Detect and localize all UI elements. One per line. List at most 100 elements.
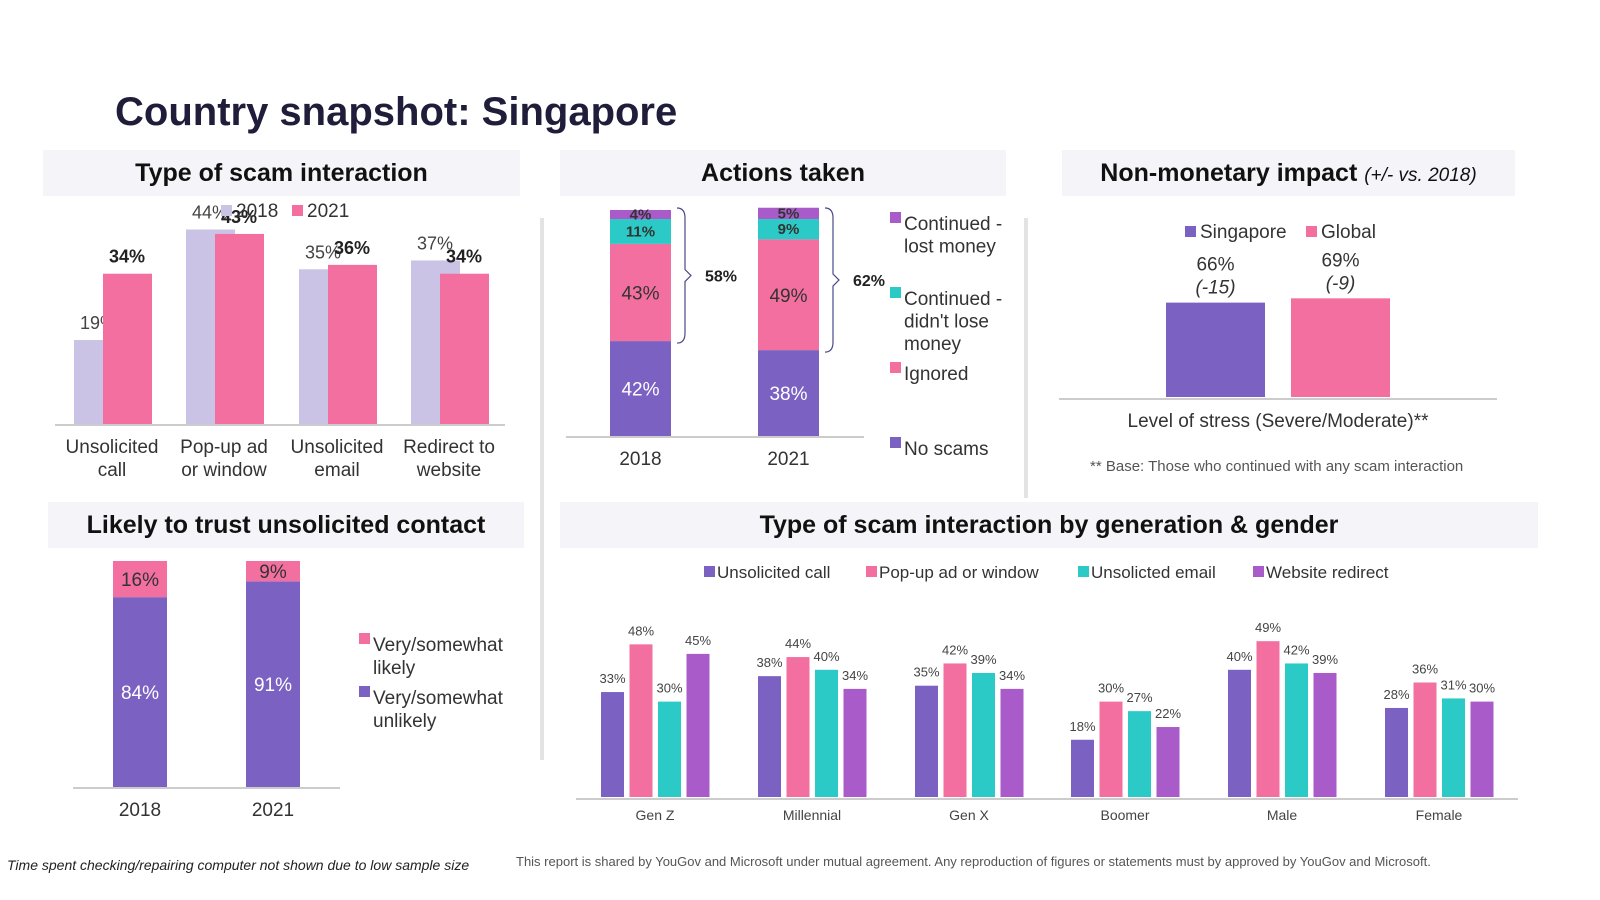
actions-segment-label: 42% xyxy=(621,380,659,401)
generation-category-label: Gen X xyxy=(949,807,989,823)
generation-bar-1 xyxy=(943,663,967,797)
generation-bar-label: 30% xyxy=(1469,681,1495,696)
scam-type-category-label: Unsolicited xyxy=(66,437,159,458)
actions-bracket-label: 58% xyxy=(705,269,737,286)
actions-bracket xyxy=(824,207,840,353)
impact-category-label: Level of stress (Severe/Moderate)** xyxy=(1128,411,1430,432)
generation-bar-label: 40% xyxy=(1226,649,1252,664)
scam-type-bar-2021 xyxy=(440,273,489,424)
divider-left xyxy=(540,218,544,760)
trust-segment-label: 84% xyxy=(121,683,159,704)
impact-subtitle: (+/- vs. 2018) xyxy=(1364,165,1477,186)
generation-bar-label: 49% xyxy=(1255,620,1281,635)
trust-legend-label: unlikely xyxy=(373,711,437,732)
actions-segment-label: 43% xyxy=(621,283,659,304)
trust-legend-label: Very/somewhat xyxy=(373,635,504,656)
generation-bar-2 xyxy=(658,701,681,797)
actions-segment-3 xyxy=(758,207,819,220)
scam-type-bar-label: 44% xyxy=(192,203,228,223)
scam-type-bar-label: 37% xyxy=(417,233,453,253)
actions-legend-label: money xyxy=(904,334,962,355)
scam-type-bar-2021 xyxy=(328,264,377,424)
generation-bar-2 xyxy=(972,672,995,797)
generation-bar-label: 48% xyxy=(628,623,654,638)
scam-type-category-label: call xyxy=(98,460,127,481)
generation-bar-3 xyxy=(686,653,710,797)
trust-segment-1 xyxy=(246,561,300,582)
actions-legend-swatch xyxy=(890,287,901,298)
footnote-copyright: This report is shared by YouGov and Micr… xyxy=(516,854,1431,869)
generation-bar-1 xyxy=(1256,641,1280,797)
actions-segment-2 xyxy=(610,219,671,244)
generation-legend-label: Website redirect xyxy=(1266,563,1389,582)
actions-category-label: 2018 xyxy=(619,449,661,470)
footnote-sample-size: Time spent checking/repairing computer n… xyxy=(7,857,470,873)
generation-bar-label: 42% xyxy=(1283,642,1309,657)
generation-bar-3 xyxy=(1000,688,1024,797)
generation-bar-2 xyxy=(1128,711,1151,797)
trust-segment-label: 9% xyxy=(259,562,287,583)
generation-legend-swatch xyxy=(1253,566,1264,577)
scam-type-category-label: or window xyxy=(181,460,267,481)
actions-segment-1 xyxy=(610,243,671,342)
trust-segment-label: 91% xyxy=(254,675,292,696)
page-title: Country snapshot: Singapore xyxy=(115,90,678,134)
actions-legend-label: Ignored xyxy=(904,364,968,385)
impact-bar-value: 69% xyxy=(1321,250,1359,271)
impact-legend-label: Global xyxy=(1321,222,1376,243)
divider-right xyxy=(1024,218,1028,498)
generation-legend-label: Pop-up ad or window xyxy=(879,563,1039,582)
generation-legend-swatch xyxy=(704,566,715,577)
generation-category-label: Female xyxy=(1416,807,1463,823)
generation-bar-label: 38% xyxy=(756,655,782,670)
generation-bar-0 xyxy=(601,692,624,797)
generation-bar-label: 42% xyxy=(942,642,968,657)
actions-segment-label: 11% xyxy=(626,223,655,240)
scam-type-bar-label: 35% xyxy=(305,242,341,262)
generation-bar-1 xyxy=(629,644,653,797)
actions-legend-swatch xyxy=(890,362,901,373)
actions-segment-label: 38% xyxy=(769,384,807,405)
trust-segment-label: 16% xyxy=(121,570,159,591)
generation-category-label: Boomer xyxy=(1100,807,1149,823)
generation-bar-0 xyxy=(1228,669,1251,797)
scam-type-category-label: website xyxy=(416,460,481,481)
trust-segment-1 xyxy=(113,561,167,598)
actions-legend-label: Continued - xyxy=(904,214,1002,235)
generation-bar-2 xyxy=(1442,698,1465,797)
scam-type-bar-2021 xyxy=(215,233,264,424)
generation-bar-3 xyxy=(1470,701,1494,797)
scam-type-bar-label: 34% xyxy=(109,247,145,267)
generation-bar-label: 33% xyxy=(599,671,625,686)
impact-bar-Singapore xyxy=(1166,302,1265,397)
scam-type-bar-2021 xyxy=(103,273,152,424)
generation-category-label: Male xyxy=(1267,807,1298,823)
impact-bar-change: (-9) xyxy=(1326,273,1356,294)
actions-segment-label: 49% xyxy=(769,286,807,307)
impact-title: Non-monetary impact xyxy=(1100,159,1358,187)
scam-type-bar-label: 36% xyxy=(334,238,370,258)
generation-bar-label: 44% xyxy=(785,636,811,651)
trust-category-label: 2021 xyxy=(252,800,294,821)
actions-legend-label: lost money xyxy=(904,237,996,258)
trust-legend-swatch xyxy=(359,633,370,644)
generation-bar-label: 30% xyxy=(656,681,682,696)
actions-segment-1 xyxy=(758,239,819,351)
panel-title-impact: Non-monetary impact (+/- vs. 2018) xyxy=(1062,150,1515,196)
actions-legend-swatch xyxy=(890,212,901,223)
generation-bar-label: 39% xyxy=(1312,652,1338,667)
generation-legend-swatch xyxy=(1078,566,1089,577)
impact-bar-change: (-15) xyxy=(1195,278,1235,299)
scam-type-category-label: Pop-up ad xyxy=(180,437,268,458)
generation-bar-2 xyxy=(815,669,838,797)
scam-type-bar-label: 34% xyxy=(446,247,482,267)
generation-bar-1 xyxy=(1413,682,1437,797)
trust-legend-swatch xyxy=(359,686,370,697)
actions-segment-3 xyxy=(610,210,671,220)
generation-legend-label: Unsolicted email xyxy=(1091,563,1216,582)
generation-bar-0 xyxy=(915,685,938,797)
generation-bar-label: 45% xyxy=(685,633,711,648)
scam-type-category-label: email xyxy=(314,460,359,481)
generation-bar-label: 34% xyxy=(842,668,868,683)
